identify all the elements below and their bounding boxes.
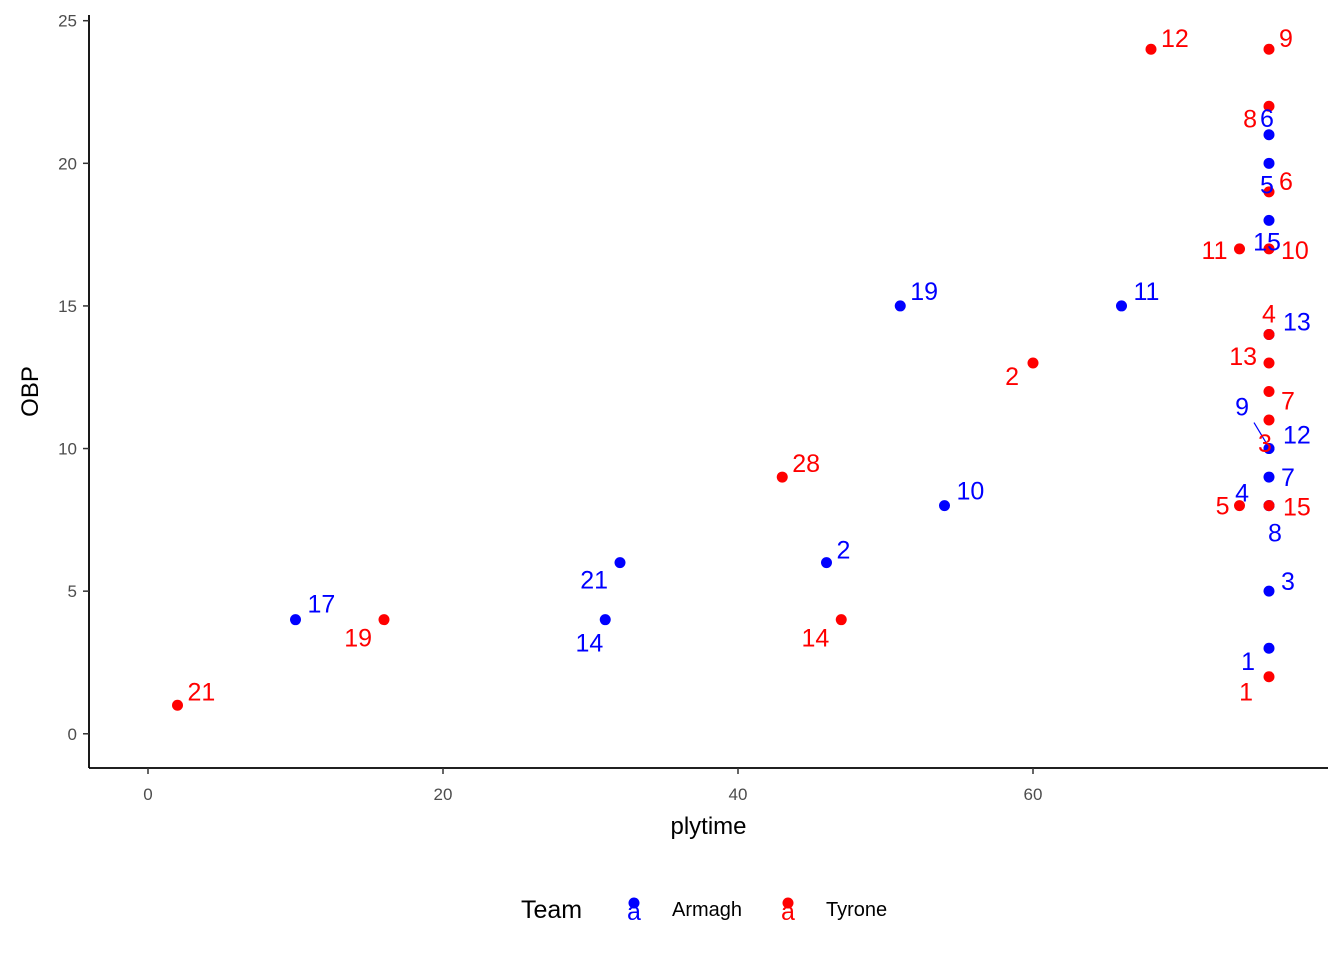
data-point [1263, 471, 1275, 483]
legend: Team a Armagh a Tyrone [521, 896, 887, 926]
legend-entry-tyrone: Tyrone [826, 899, 887, 921]
data-label: 1 [1239, 679, 1253, 707]
x-tick-label: 0 [143, 785, 152, 804]
data-label: 11 [1202, 237, 1228, 265]
data-point [1027, 357, 1039, 369]
data-point [1263, 585, 1275, 597]
data-point [835, 614, 847, 626]
y-tick-label: 0 [68, 725, 77, 744]
data-label: 10 [1281, 237, 1309, 265]
data-label: 14 [575, 630, 603, 658]
legend-key-glyph: a [627, 898, 641, 926]
data-label: 17 [308, 591, 336, 619]
y-tick-label: 10 [58, 440, 77, 459]
data-point [1263, 243, 1275, 255]
x-tick-label: 40 [729, 785, 748, 804]
data-label: 5 [1216, 493, 1230, 521]
data-label: 9 [1235, 394, 1249, 422]
series-armagh [290, 129, 1275, 654]
data-point [1145, 43, 1157, 55]
data-point [1234, 243, 1245, 255]
data-label: 1 [1241, 648, 1255, 676]
data-point [1263, 214, 1275, 226]
plot-area: 1714212191011651513912748312119281421211… [172, 25, 1311, 711]
data-label: 21 [580, 567, 608, 595]
data-point [378, 614, 390, 626]
data-point [1263, 129, 1275, 141]
data-label: 11 [1134, 278, 1160, 306]
data-label: 19 [344, 625, 372, 653]
data-point [1234, 500, 1245, 512]
data-label: 8 [1243, 105, 1257, 133]
data-point [1263, 443, 1275, 455]
data-point [1263, 328, 1275, 340]
data-label: 3 [1281, 568, 1295, 596]
x-tick-label: 20 [434, 785, 453, 804]
data-point [614, 557, 626, 569]
data-point [1263, 500, 1275, 512]
data-label: 7 [1281, 388, 1295, 416]
data-label: 15 [1283, 494, 1311, 522]
label-leader-line [1253, 422, 1267, 443]
data-point [1263, 43, 1275, 55]
data-point [1116, 300, 1127, 312]
data-point [1263, 414, 1275, 426]
legend-key-point [628, 897, 640, 909]
data-point [172, 699, 183, 711]
data-label: 12 [1161, 25, 1189, 53]
data-point [894, 300, 906, 312]
legend-title: Team [521, 896, 582, 924]
legend-key-glyph: a [781, 898, 795, 926]
data-point [1263, 157, 1275, 169]
y-tick-label: 15 [58, 297, 77, 316]
data-label: 13 [1283, 308, 1311, 336]
data-label: 4 [1262, 300, 1276, 328]
data-label: 8 [1268, 520, 1282, 548]
data-point [776, 471, 788, 483]
data-point [290, 614, 301, 626]
data-label: 2 [1005, 363, 1019, 391]
data-label: 21 [188, 678, 216, 706]
data-label: 15 [1253, 228, 1281, 256]
data-label: 6 [1260, 105, 1274, 133]
legend-entry-armagh: Armagh [672, 899, 742, 921]
data-point [1263, 386, 1275, 397]
data-label: 9 [1279, 25, 1293, 53]
data-point [1263, 357, 1275, 369]
data-point [1263, 186, 1275, 198]
data-label: 7 [1281, 464, 1295, 492]
data-label: 3 [1258, 430, 1272, 458]
data-label: 5 [1260, 171, 1274, 199]
y-axis-title: OBP [17, 366, 44, 417]
series-tyrone [172, 43, 1275, 711]
data-point [821, 557, 832, 569]
data-label: 14 [801, 625, 829, 653]
y-tick-label: 5 [68, 582, 77, 601]
y-tick-label: 20 [58, 154, 77, 173]
data-label: 12 [1283, 422, 1311, 450]
data-label: 10 [957, 478, 985, 506]
data-label: 13 [1229, 343, 1257, 371]
data-point [939, 500, 950, 512]
x-axis-title: plytime [670, 813, 746, 840]
data-point [599, 614, 611, 626]
data-label: 28 [792, 450, 820, 478]
data-label: 4 [1235, 480, 1249, 508]
legend-key-point [782, 897, 794, 909]
data-point [1263, 671, 1275, 683]
data-point [1263, 100, 1275, 112]
y-tick-label: 25 [58, 12, 77, 31]
x-tick-label: 60 [1024, 785, 1043, 804]
data-point [1263, 642, 1275, 654]
data-label: 2 [837, 537, 851, 565]
data-label: 19 [910, 278, 938, 306]
data-label: 6 [1279, 168, 1293, 196]
